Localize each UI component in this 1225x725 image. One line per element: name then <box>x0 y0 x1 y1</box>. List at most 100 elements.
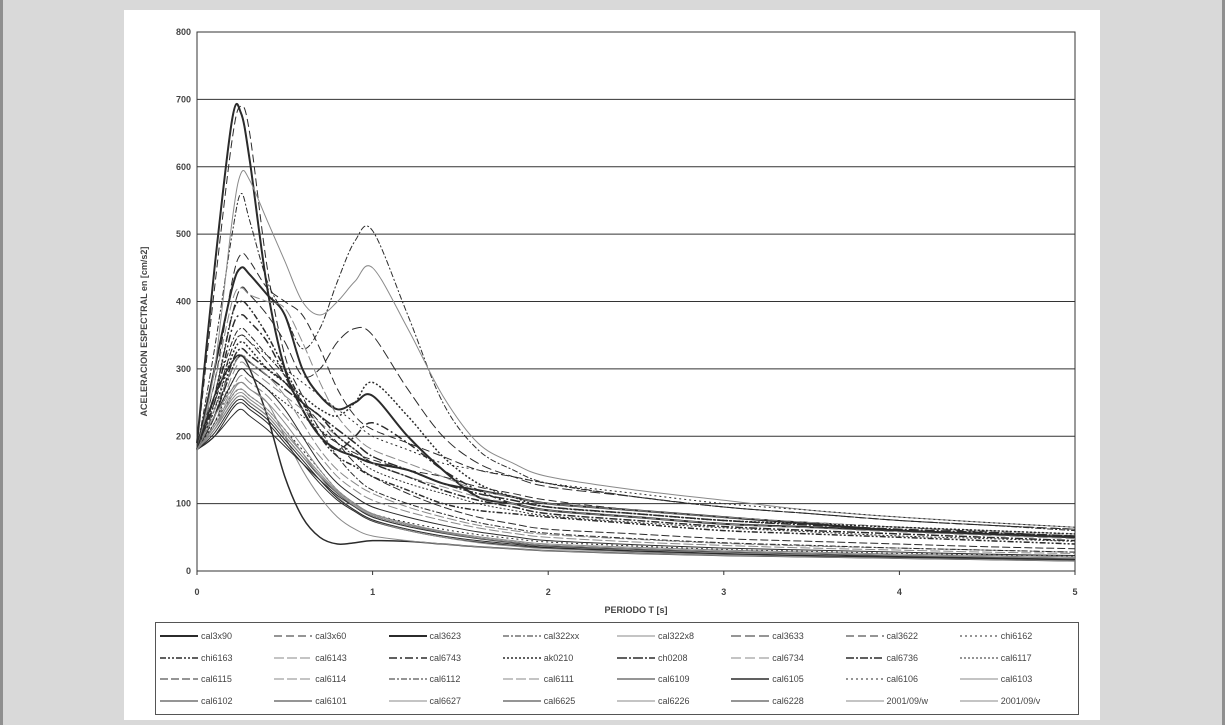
legend-item: cal6102 <box>160 690 274 712</box>
legend-item: cal3622 <box>845 625 960 647</box>
legend-item: chi6163 <box>160 647 274 669</box>
series-line-2001-09-w <box>196 391 1076 558</box>
series-line-2001-09-v <box>196 395 1076 559</box>
series-line-cal6736 <box>196 347 1076 542</box>
chart-legend: cal3x90 cal3x60 cal3623 cal322xx cal322x8 cal… <box>155 622 1079 715</box>
legend-label: cal6114 <box>315 674 347 685</box>
legend-item: cal6111 <box>502 669 617 691</box>
y-tick-label: 500 <box>176 229 191 239</box>
legend-swatch <box>160 656 198 659</box>
x-tick-label: 4 <box>897 587 902 597</box>
plot-frame <box>196 31 1076 572</box>
legend-label: cal6226 <box>658 696 690 707</box>
y-axis-label: ACELERACION ESPECTRAL en [cm/s2] <box>139 247 149 417</box>
legend-swatch <box>502 678 541 680</box>
legend-label: cal6228 <box>772 696 804 707</box>
legend-item: cal6101 <box>274 690 388 712</box>
legend-item: 2001/09/v <box>959 690 1074 712</box>
legend-item: cal6743 <box>388 647 503 669</box>
legend-label: cal3623 <box>429 630 462 641</box>
legend-swatch <box>617 656 655 659</box>
legend-label: cal6115 <box>201 674 232 685</box>
series-line-cal6625 <box>196 398 1076 561</box>
legend-item: cal6736 <box>845 647 960 669</box>
legend-label: cal322x8 <box>658 630 695 641</box>
legend-label: 2001/09/v <box>1000 696 1041 707</box>
legend-swatch <box>731 635 770 637</box>
legend-item: cal6627 <box>388 690 503 712</box>
legend-swatch <box>274 700 313 702</box>
legend-label: cal6106 <box>886 674 919 685</box>
series-line-cal6627 <box>196 388 1076 562</box>
x-tick-label: 2 <box>546 587 551 597</box>
legend-label: cal3633 <box>772 630 804 641</box>
legend-label: cal6102 <box>201 696 233 707</box>
legend-item: cal3x90 <box>160 625 274 647</box>
legend-swatch <box>388 678 427 680</box>
series-line-cal6109 <box>196 368 1076 557</box>
legend-item: chi6162 <box>959 625 1074 647</box>
y-tick-label: 700 <box>176 94 191 104</box>
legend-item: cal6228 <box>731 690 845 712</box>
legend-label: cal6101 <box>315 696 347 707</box>
legend-swatch <box>617 635 655 637</box>
legend-label: ch0208 <box>658 652 688 663</box>
window-frame-right <box>1222 0 1225 725</box>
series-line-chi6162 <box>196 334 1076 528</box>
legend-swatch <box>502 656 541 659</box>
series-line-cal6111 <box>196 374 1076 554</box>
legend-item: cal6734 <box>731 647 845 669</box>
legend-item: cal322xx <box>502 625 617 647</box>
legend-label: chi6162 <box>1000 630 1033 641</box>
legend-swatch <box>388 700 427 702</box>
series-line-chi6163 <box>196 300 1076 545</box>
legend-item: cal6105 <box>731 669 845 691</box>
legend-label: cal3x60 <box>315 630 347 641</box>
legend-label: cal6111 <box>543 674 574 685</box>
series-line-cal6112 <box>196 327 1076 553</box>
series-line-cal3x90 <box>196 103 1076 539</box>
spectral-acceleration-chart: 0 100 200 300 400 500 600 700 800 0 1 2 3 4 5 PERIODO T… <box>139 27 1078 615</box>
legend-swatch <box>160 634 198 637</box>
window-frame-left <box>0 0 3 725</box>
x-tick-label: 0 <box>194 587 199 597</box>
legend-swatch <box>160 700 198 702</box>
legend-swatch <box>502 700 541 702</box>
legend-item: 2001/09/w <box>845 690 960 712</box>
legend-item: ak0210 <box>502 647 617 669</box>
y-tick-label: 400 <box>176 297 191 307</box>
y-tick-label: 0 <box>186 566 191 576</box>
legend-item: cal6625 <box>502 690 617 712</box>
legend-label: cal6734 <box>772 652 804 663</box>
series-line-cal322x8 <box>196 170 1076 528</box>
legend-label: 2001/09/w <box>886 696 929 707</box>
legend-swatch <box>160 678 198 680</box>
legend-label: cal6105 <box>772 674 804 685</box>
legend-swatch <box>845 635 884 637</box>
series-line-cal3x60 <box>196 105 1076 537</box>
legend-label: cal3x90 <box>201 630 233 641</box>
legend-swatch <box>845 678 884 680</box>
x-tick-label: 5 <box>1072 587 1077 597</box>
legend-swatch <box>845 656 884 659</box>
legend-swatch <box>731 678 770 681</box>
legend-label: cal6743 <box>429 652 462 663</box>
legend-item: cal6109 <box>617 669 731 691</box>
legend-label: ak0210 <box>543 652 574 663</box>
y-tick-label: 300 <box>176 364 191 374</box>
series-line-cal322xx <box>196 193 1076 532</box>
legend-swatch <box>959 678 998 680</box>
legend-item: cal322x8 <box>617 625 731 647</box>
series-line-cal6105 <box>196 354 1076 562</box>
series-line-cal6117 <box>196 368 1076 542</box>
legend-swatch <box>274 678 313 680</box>
legend-item: cal6112 <box>388 669 503 691</box>
legend-label: cal322xx <box>543 630 580 641</box>
legend-item: cal3x60 <box>274 625 388 647</box>
legend-item: cal3633 <box>731 625 845 647</box>
legend-item: cal6117 <box>959 647 1074 669</box>
x-axis-label: PERIODO T [s] <box>604 605 667 615</box>
legend-item: cal6114 <box>274 669 388 691</box>
legend-label: cal6103 <box>1000 674 1033 685</box>
legend-swatch <box>731 700 770 702</box>
